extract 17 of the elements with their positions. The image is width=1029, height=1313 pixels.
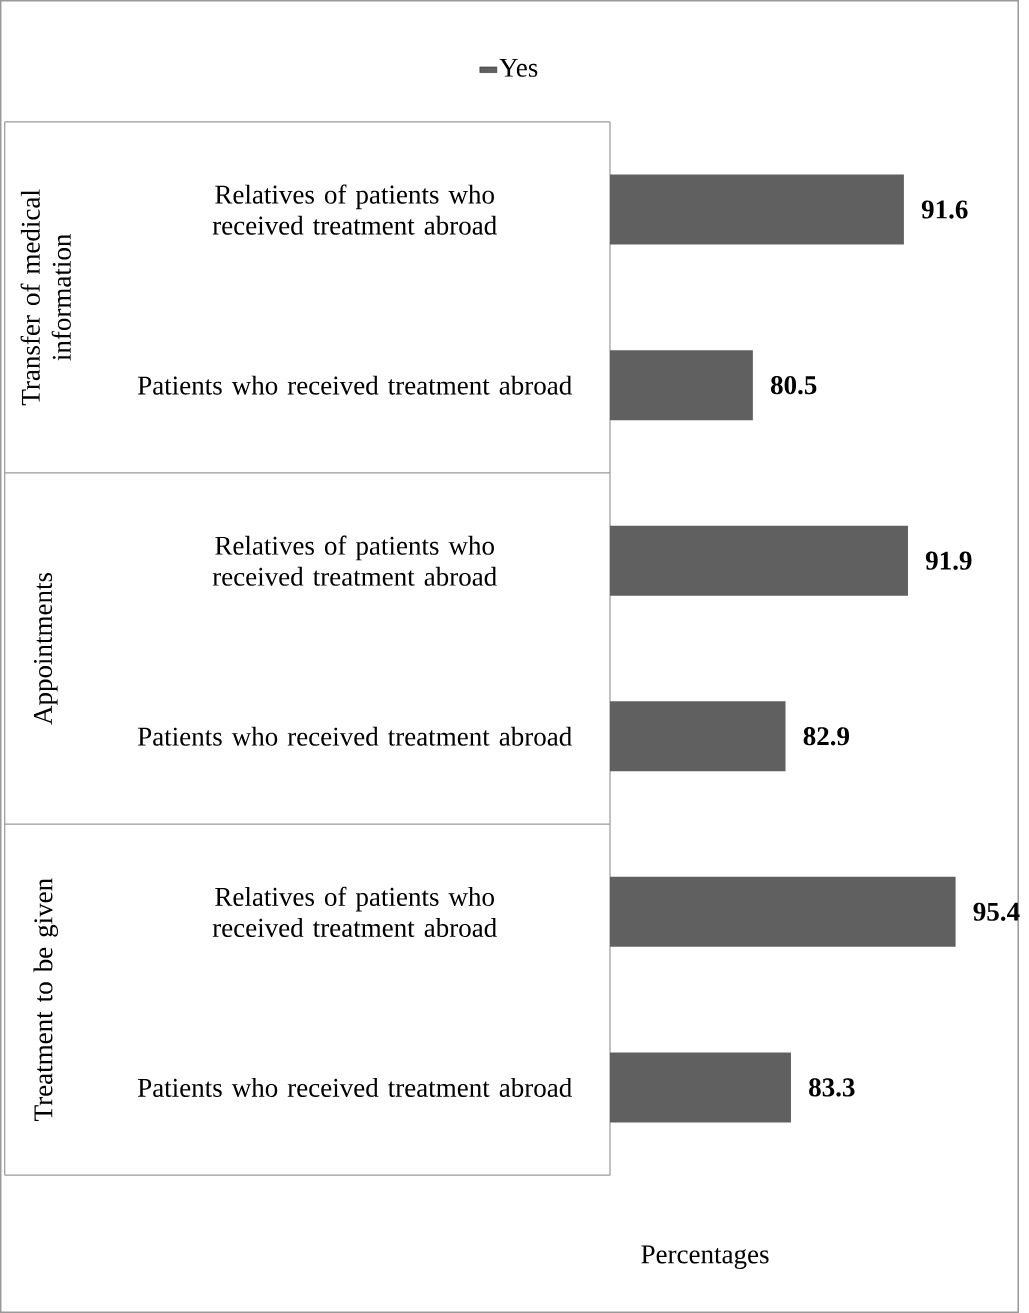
y-tick-label: Patients who received treatment abroad [137,375,572,395]
data-label: 80.5 [770,375,817,395]
text: Transfer of medical information [20,189,71,406]
data-label: 95.4 [973,902,1020,921]
text: Appointments [33,572,58,725]
legend-label: Yes [499,58,538,77]
y-tick-label: Relatives of patients who received treatment abroad [212,886,497,937]
y-tick-label: Relatives of patients who received treatment abroad [212,535,497,586]
y-tick-label: Patients who received treatment abroad [137,1077,572,1097]
y-tick-label: Relatives of patients who received treatment abroad [212,184,497,235]
data-label: 83.3 [809,1078,855,1097]
data-label: 91.6 [921,200,968,219]
data-label: 82.9 [803,727,849,746]
y-tick-label: Patients who received treatment abroad [137,726,572,746]
x-axis-title: Percentages [641,1245,769,1269]
data-label: 91.9 [925,551,972,570]
text: Treatment to be given [33,878,59,1121]
